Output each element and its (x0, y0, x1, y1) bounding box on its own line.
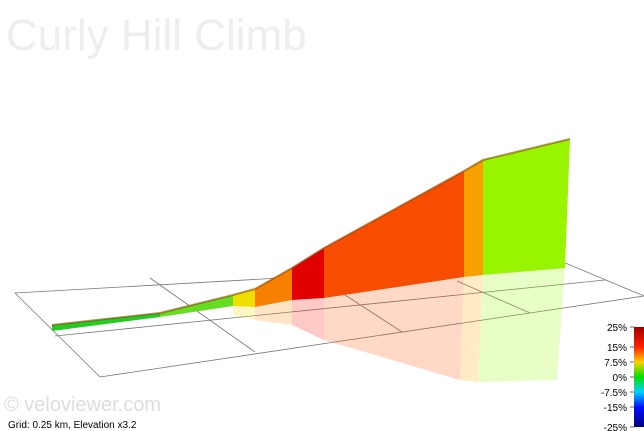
scale-tick-label: 0% (613, 373, 628, 384)
scale-tick-label: -7.5% (601, 388, 627, 399)
color-scale-bar (634, 327, 644, 427)
shadow (233, 268, 565, 382)
scale-tick-label: -15% (604, 403, 627, 414)
scale-tick-label: 25% (607, 323, 627, 334)
scale-tick-label: 15% (607, 343, 627, 354)
scale-tick-label: -25% (604, 423, 627, 431)
footer: Grid: 0.25 km, Elevation x3.2 (8, 420, 137, 431)
elevation-profile (51, 138, 571, 331)
title: Curly Hill Climb (6, 11, 307, 60)
watermark: © veloviewer.com (4, 394, 161, 416)
scale-tick-label: 7.5% (604, 358, 627, 369)
